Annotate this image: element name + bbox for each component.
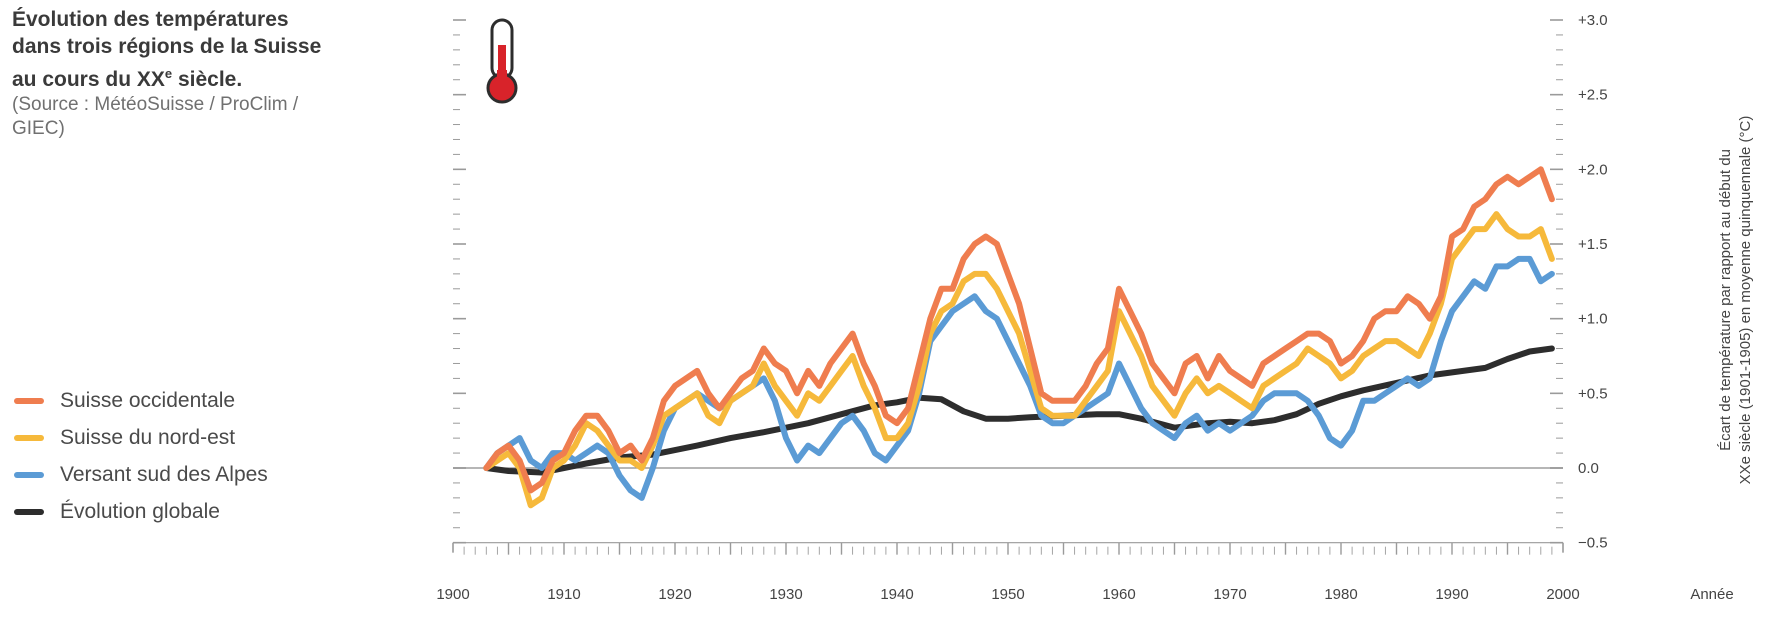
legend-label-nord-est: Suisse du nord-est — [60, 425, 236, 449]
legend-item-globale: Évolution globale — [14, 493, 268, 530]
legend-label-sud-alpes: Versant sud des Alpes — [60, 462, 268, 486]
title-line-2: dans trois régions de la Suisse — [12, 35, 322, 58]
x-tick-label: 1980 — [1324, 586, 1357, 603]
x-tick-label: 1960 — [1102, 586, 1135, 603]
x-tick-label: 2000 — [1546, 586, 1579, 603]
x-tick-label: 1990 — [1435, 586, 1468, 603]
x-tick-label: 1940 — [880, 586, 913, 603]
chart-source: (Source : MétéoSuisse / ProClim / GIEC) — [12, 93, 372, 141]
title-line-1: Évolution des températures — [12, 8, 289, 31]
legend-swatch-occidentale — [14, 397, 44, 404]
title-line-3: au cours du XX — [12, 68, 165, 91]
y-tick-label: +0.5 — [1578, 385, 1608, 402]
series-line-sud-alpes — [483, 255, 1555, 501]
source-line-1: (Source : MétéoSuisse / ProClim / — [12, 94, 299, 115]
legend-item-nord-est: Suisse du nord-est — [14, 419, 268, 456]
legend-item-sud-alpes: Versant sud des Alpes — [14, 456, 268, 493]
x-tick-label: 1930 — [769, 586, 802, 603]
series-line-nord-est — [483, 211, 1555, 509]
legend-label-occidentale: Suisse occidentale — [60, 388, 236, 412]
series-layer — [483, 166, 1555, 509]
thermometer-icon — [486, 18, 518, 104]
x-tick-label: 1920 — [658, 586, 691, 603]
y-axis-title-line-2: XXe siècle (1901-1905) en moyenne quinqu… — [1737, 116, 1754, 485]
title-line-3-end: siècle. — [172, 68, 243, 91]
left-axis — [453, 19, 466, 544]
series-line-occidentale — [483, 166, 1555, 494]
source-line-2: GIEC) — [12, 118, 65, 139]
legend-swatch-globale — [14, 508, 44, 515]
x-tick-label: 1950 — [991, 586, 1024, 603]
y-tick-label: −0.5 — [1578, 535, 1608, 552]
y-axis-title-line-1: Écart de température par rapport au débu… — [1717, 149, 1734, 451]
chart-legend: Suisse occidentale Suisse du nord-est Ve… — [14, 382, 268, 530]
series-line-globale — [483, 345, 1555, 476]
x-tick-label: 1970 — [1213, 586, 1246, 603]
x-tick-label: 1900 — [436, 586, 469, 603]
bottom-axis: 1900 1910 1920 1930 1940 1950 1960 1970 1980 1990… — [436, 467, 1580, 603]
y-tick-label: +1.0 — [1578, 311, 1608, 328]
legend-label-globale: Évolution globale — [60, 499, 220, 523]
y-tick-label: +2.0 — [1578, 161, 1608, 178]
legend-item-occidentale: Suisse occidentale — [14, 382, 268, 419]
title-superscript: e — [164, 66, 173, 81]
y-tick-label: +2.5 — [1578, 87, 1608, 104]
x-axis-title: Année — [1690, 586, 1733, 603]
y-tick-label: 0.0 — [1578, 460, 1599, 477]
legend-swatch-sud-alpes — [14, 471, 44, 478]
x-tick-label: 1910 — [547, 586, 580, 603]
y-tick-label: +3.0 — [1578, 12, 1608, 29]
right-axis: −0.5 0.0 +0.5 +1.0 +1.5 +2.0 +2.5 +3.0 — [1550, 12, 1608, 552]
legend-swatch-nord-est — [14, 434, 44, 441]
y-tick-label: +1.5 — [1578, 236, 1608, 253]
chart-caption: Évolution des températures dans trois ré… — [12, 6, 372, 141]
chart-title: Évolution des températures dans trois ré… — [12, 6, 372, 93]
